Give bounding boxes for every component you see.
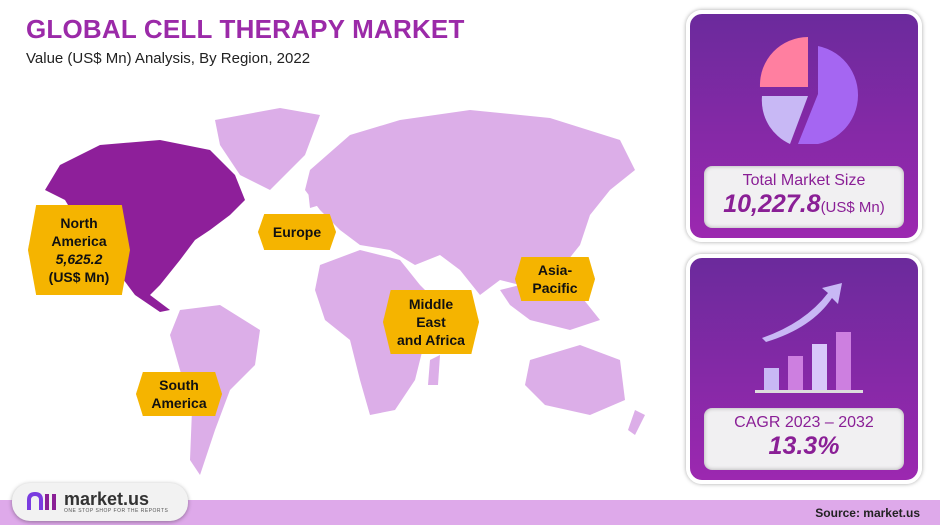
region-name: North — [60, 215, 98, 231]
region-label-mea: Middle East and Africa — [383, 290, 479, 354]
page-subtitle: Value (US$ Mn) Analysis, By Region, 2022 — [26, 50, 311, 67]
region-label-south-america: South America — [136, 372, 222, 416]
region-name: America — [51, 233, 107, 249]
region-name: Pacific — [532, 280, 578, 296]
market-size-label: Total Market Size — [742, 172, 866, 189]
region-name: and Africa — [397, 332, 465, 348]
eurasia — [305, 110, 635, 295]
market-size-card: Total Market Size 10,227.8(US$ Mn) — [686, 10, 922, 242]
cagr-label: CAGR 2023 – 2032 — [734, 414, 874, 431]
north-america — [45, 140, 245, 312]
logo-icon — [27, 491, 56, 510]
australia — [525, 345, 625, 415]
new-zealand — [628, 410, 645, 435]
market-size-value: 10,227.8 — [723, 190, 821, 218]
madagascar — [428, 355, 440, 385]
uk — [308, 185, 320, 208]
market-us-logo[interactable]: market.us ONE STOP SHOP FOR THE REPORTS — [12, 483, 188, 521]
region-label-asia-pacific: Asia- Pacific — [515, 257, 595, 301]
region-name: South — [159, 377, 199, 393]
cagr-card: CAGR 2023 – 2032 13.3% — [686, 254, 922, 484]
region-label-north-america: North America 5,625.2 (US$ Mn) — [28, 205, 130, 295]
source-text: Source: market.us — [815, 506, 920, 520]
region-name: America — [151, 395, 207, 411]
region-value: 5,625.2 — [55, 251, 103, 267]
cagr-box: CAGR 2023 – 2032 13.3% — [704, 408, 904, 470]
greenland — [215, 108, 320, 190]
logo-tagline: ONE STOP SHOP FOR THE REPORTS — [64, 508, 169, 514]
logo-text: market.us — [64, 489, 150, 509]
region-name: Europe — [272, 224, 322, 240]
region-name: Middle — [408, 296, 454, 312]
page-title: GLOBAL CELL THERAPY MARKET — [26, 14, 465, 44]
market-size-box: Total Market Size 10,227.8(US$ Mn) — [704, 166, 904, 228]
region-label-europe: Europe — [258, 214, 336, 250]
region-name: Asia- — [537, 262, 573, 278]
growth-chart-icon — [755, 283, 863, 393]
region-unit: (US$ Mn) — [48, 269, 110, 285]
market-size-unit: (US$ Mn) — [820, 199, 885, 216]
cagr-value: 13.3% — [768, 432, 840, 460]
region-name: East — [416, 314, 446, 330]
pie-chart-icon — [759, 36, 858, 144]
